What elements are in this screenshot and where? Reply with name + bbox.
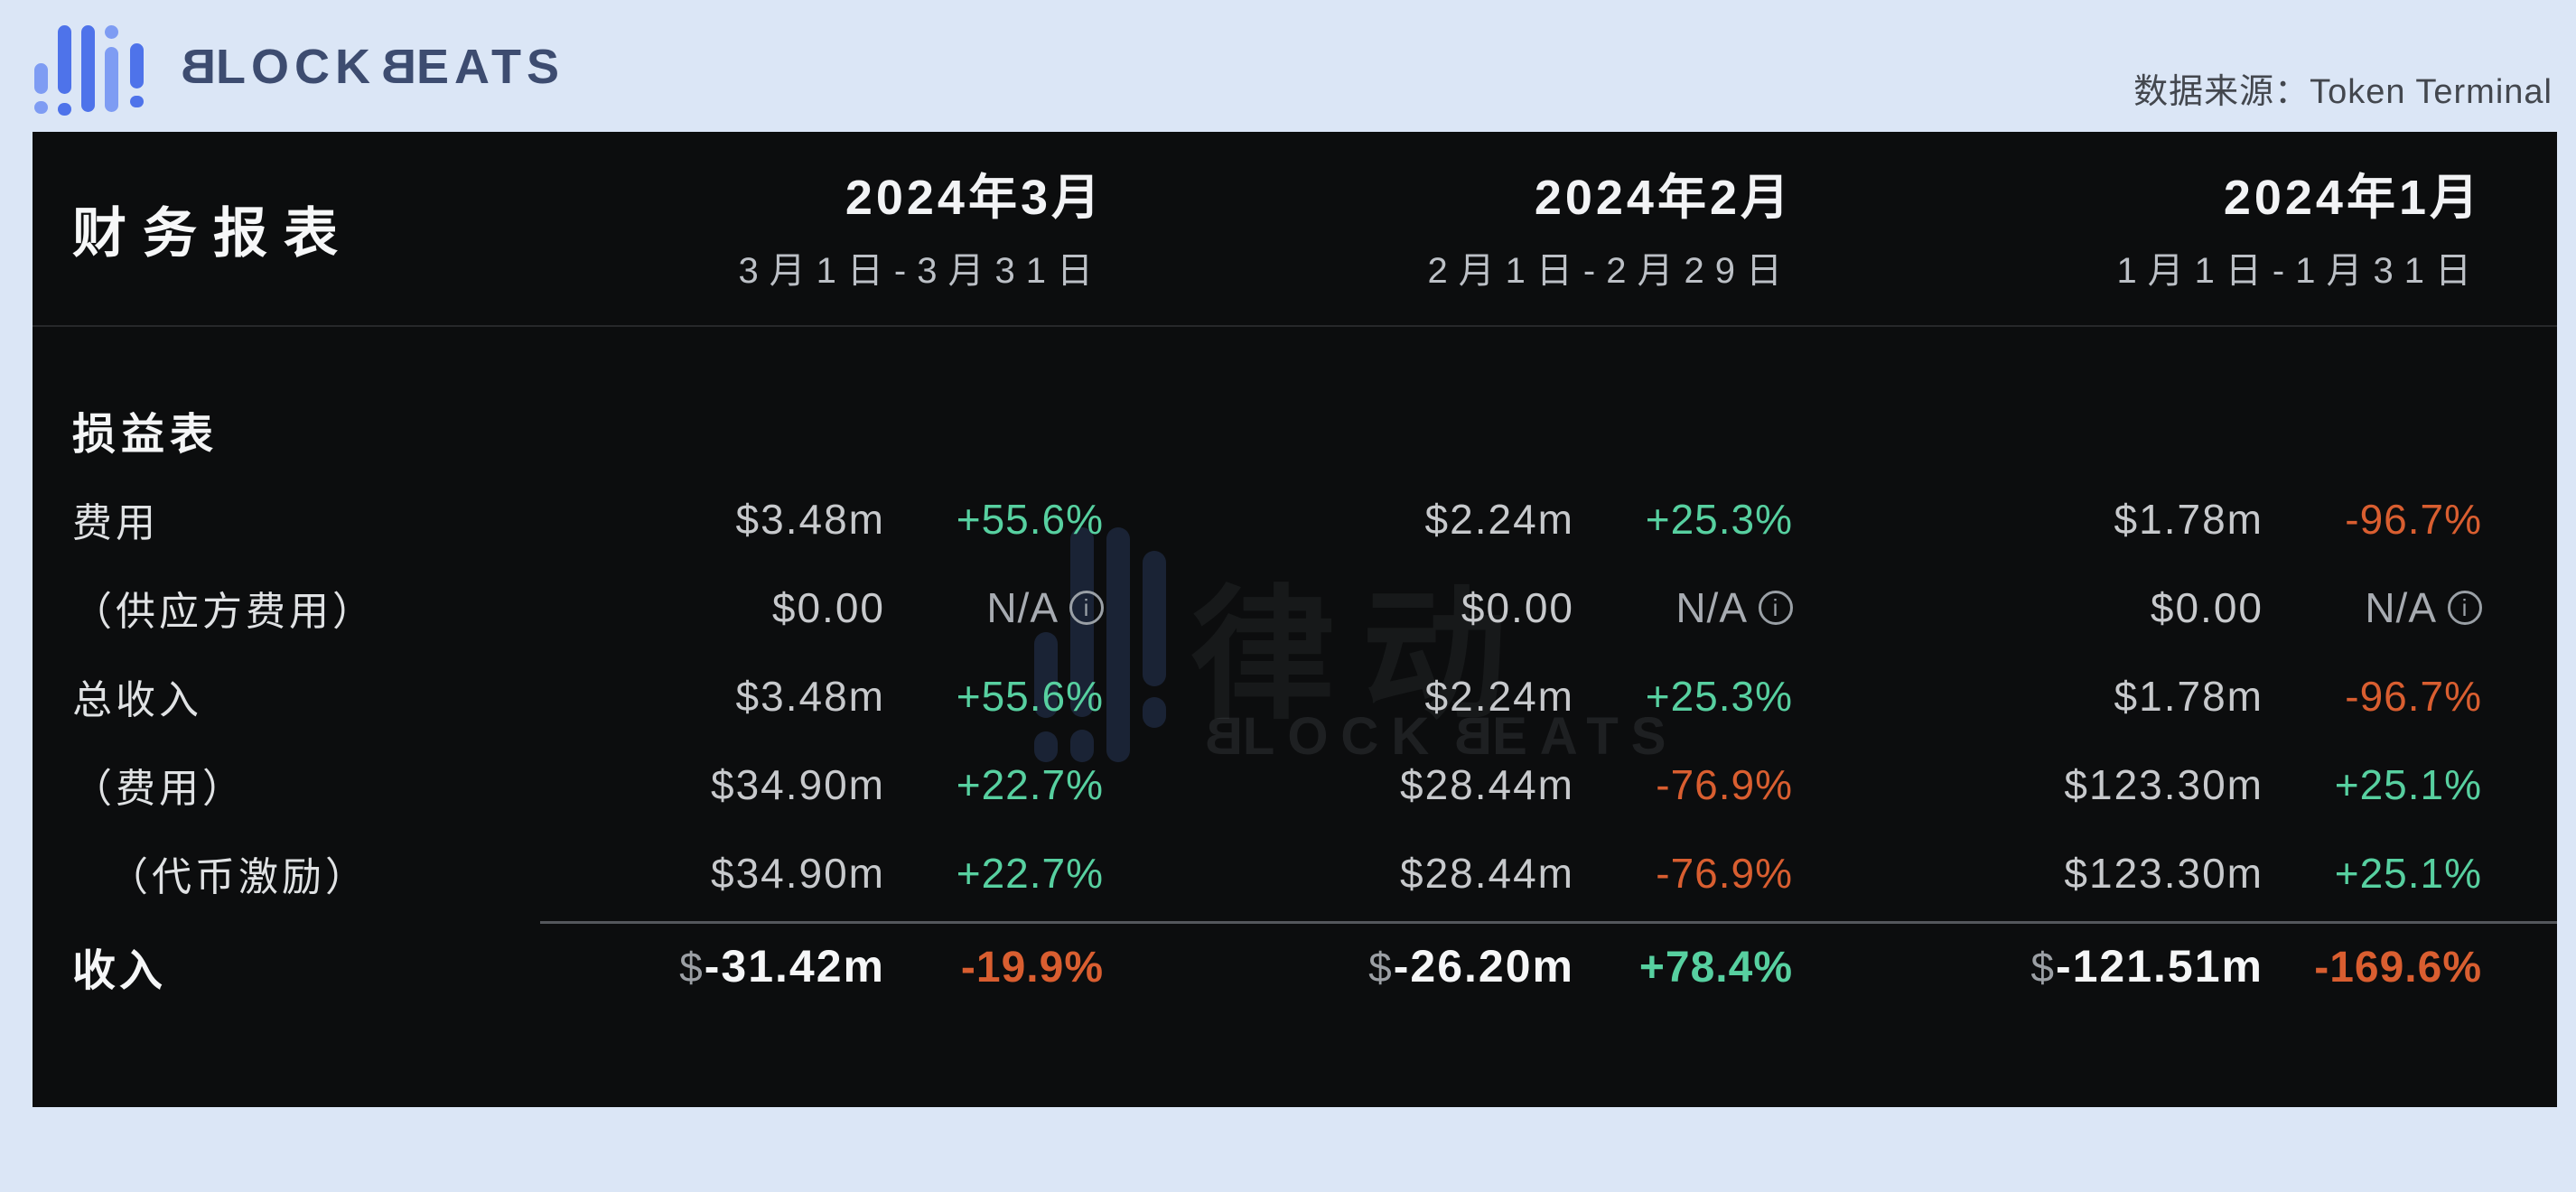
data-source-note: 数据来源：Token Terminal [2133, 63, 2553, 113]
value-cell: $28.44m -76.9% [1104, 849, 1793, 898]
blockbeats-wordmark: BLOCKBEATS [175, 40, 565, 94]
amount: $2.24m [1424, 496, 1574, 543]
amount: $123.30m [2064, 850, 2263, 897]
data-source-value: Token Terminal [2310, 73, 2553, 111]
change-percent: +25.1% [2334, 761, 2482, 808]
report-title: 财务报表 [72, 202, 354, 264]
table-row-supply-side-fees: （供应方费用） $0.00 N/A i $0.00 N/A i $0.00 N/A i [33, 563, 2557, 652]
change-percent: -96.7% [2345, 673, 2482, 720]
change-percent: +25.3% [1645, 496, 1793, 543]
value-cell: $123.30m +25.1% [1793, 849, 2482, 898]
value-cell: $34.90m +22.7% [415, 849, 1104, 898]
value-cell: $0.00 N/A i [415, 583, 1104, 632]
data-source-label: 数据来源： [2133, 73, 2310, 111]
row-label: 总收入 [72, 678, 202, 722]
table-row-token-incentives: （代币激励） $34.90m +22.7% $28.44m -76.9% $12… [33, 829, 2557, 917]
month-label: 2024年3月 [845, 170, 1104, 225]
change-percent: -19.9% [960, 944, 1104, 992]
amount: $3.48m [735, 673, 885, 720]
value-cell: $28.44m -76.9% [1104, 760, 1793, 809]
column-header-2024-01: 2024年1月 1月1日-1月31日 [1793, 157, 2482, 301]
change-percent: -96.7% [2345, 496, 2482, 543]
blockbeats-bars-icon [34, 20, 155, 116]
value-cell: $-26.20m +78.4% [1104, 940, 1793, 992]
row-label: 费用 [72, 501, 159, 545]
change-percent: -76.9% [1656, 761, 1793, 808]
change-percent: +55.6% [956, 496, 1104, 543]
value-cell: $1.78m -96.7% [1793, 495, 2482, 544]
na-value: N/A [986, 584, 1059, 631]
table-row-earnings: 收入 $-31.42m -19.9% $-26.20m +78.4% $-121… [33, 917, 2557, 1015]
report-panel: 律动 BLOCKBEATS 财务报表 2024年3月 3月1日-3月31日 20… [33, 132, 2557, 1107]
amount: $1.78m [2114, 673, 2263, 720]
change-percent: +22.7% [956, 850, 1104, 897]
date-range: 1月1日-1月31日 [2116, 250, 2482, 291]
change-percent: +22.7% [956, 761, 1104, 808]
change-percent: +25.3% [1645, 673, 1793, 720]
amount: $34.90m [710, 850, 885, 897]
amount: $28.44m [1399, 850, 1574, 897]
watermark-bars-icon [1034, 515, 1170, 777]
change-percent: +55.6% [956, 673, 1104, 720]
change-percent: +25.1% [2334, 850, 2482, 897]
change-percent: -169.6% [2314, 944, 2482, 992]
amount: $3.48m [735, 496, 885, 543]
value-cell: $2.24m +25.3% [1104, 672, 1793, 721]
section-row: 损益表 [33, 385, 2557, 475]
value-cell: $34.90m +22.7% [415, 760, 1104, 809]
row-label: （供应方费用） [72, 590, 376, 634]
info-icon[interactable]: i [1759, 591, 1793, 625]
watermark-cjk: 律动 [1190, 574, 1535, 736]
change-percent: -76.9% [1656, 850, 1793, 897]
section-label: 损益表 [72, 411, 219, 459]
amount: $2.24m [1424, 673, 1574, 720]
value-cell: $-121.51m -169.6% [1793, 940, 2482, 992]
amount: $0.00 [771, 584, 885, 631]
report-header: 财务报表 2024年3月 3月1日-3月31日 2024年2月 2月1日-2月2… [33, 132, 2557, 325]
value-cell: $-31.42m -19.9% [415, 940, 1104, 992]
amount: $123.30m [2064, 761, 2263, 808]
value-cell: $3.48m +55.6% [415, 495, 1104, 544]
amount: $0.00 [2150, 584, 2263, 631]
amount: $-26.20m [1368, 941, 1574, 992]
amount: $28.44m [1399, 761, 1574, 808]
value-cell: $123.30m +25.1% [1793, 760, 2482, 809]
date-range: 3月1日-3月31日 [738, 250, 1104, 291]
total-separator [540, 921, 2557, 924]
table-row-fees: 费用 $3.48m +55.6% $2.24m +25.3% $1.78m -9… [33, 475, 2557, 563]
column-header-2024-03: 2024年3月 3月1日-3月31日 [415, 157, 1104, 301]
row-label: （费用） [72, 767, 246, 811]
info-icon[interactable]: i [2448, 591, 2482, 625]
na-value: N/A [1675, 584, 1748, 631]
na-value: N/A [2365, 584, 2437, 631]
amount: $1.78m [2114, 496, 2263, 543]
header-divider [33, 325, 2557, 327]
watermark-wordmark: BLOCKBEATS [1192, 707, 1679, 766]
value-cell: $0.00 N/A i [1793, 583, 2482, 632]
row-label: 收入 [72, 947, 167, 995]
column-header-2024-02: 2024年2月 2月1日-2月29日 [1104, 157, 1793, 301]
month-label: 2024年2月 [1534, 170, 1793, 225]
blockbeats-logo: BLOCKBEATS [34, 20, 565, 116]
table-row-expenses: （费用） $34.90m +22.7% $28.44m -76.9% $123.… [33, 740, 2557, 829]
value-cell: $1.78m -96.7% [1793, 672, 2482, 721]
amount: $34.90m [710, 761, 885, 808]
amount: $-31.42m [679, 941, 885, 992]
date-range: 2月1日-2月29日 [1427, 250, 1793, 291]
month-label: 2024年1月 [2223, 170, 2482, 225]
value-cell: $0.00 N/A i [1104, 583, 1793, 632]
change-percent: +78.4% [1638, 944, 1793, 992]
amount: $-121.51m [2030, 941, 2263, 992]
value-cell: $3.48m +55.6% [415, 672, 1104, 721]
value-cell: $2.24m +25.3% [1104, 495, 1793, 544]
info-icon[interactable]: i [1069, 591, 1104, 625]
amount: $0.00 [1461, 584, 1574, 631]
row-label: （代币激励） [108, 855, 369, 899]
table-row-total-revenue: 总收入 $3.48m +55.6% $2.24m +25.3% $1.78m -… [33, 652, 2557, 740]
